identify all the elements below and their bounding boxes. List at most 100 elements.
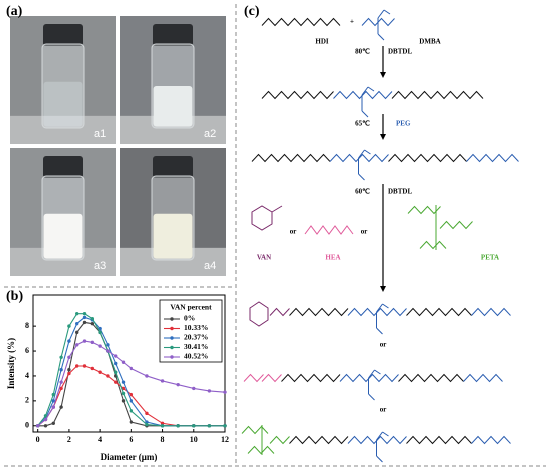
vial-cap bbox=[153, 156, 193, 178]
legend-title: VAN percent bbox=[170, 303, 212, 312]
data-point bbox=[67, 355, 71, 359]
vial-glass bbox=[41, 43, 85, 129]
arrow-head bbox=[380, 72, 386, 78]
legend-label: 30.41% bbox=[184, 342, 208, 351]
legend-label: 40.52% bbox=[184, 352, 208, 361]
x-axis-label: Diameter (μm) bbox=[101, 452, 158, 462]
scheme-text: or bbox=[380, 341, 387, 349]
bond bbox=[439, 220, 473, 230]
data-point bbox=[121, 391, 126, 396]
data-point bbox=[82, 339, 87, 343]
data-point bbox=[121, 399, 126, 403]
bond bbox=[377, 33, 385, 41]
photo-panel: a1 a2 a3 a4 bbox=[10, 16, 226, 276]
x-tick-label: 8 bbox=[161, 435, 165, 444]
panel-label: (c) bbox=[244, 4, 260, 19]
vial-liquid bbox=[43, 81, 83, 127]
data-point bbox=[121, 360, 126, 364]
bond bbox=[333, 90, 393, 100]
scheme-text: DBTDL bbox=[388, 48, 412, 56]
data-point bbox=[82, 315, 87, 320]
y-tick-label: 2 bbox=[25, 396, 29, 405]
scheme-text: 60℃ bbox=[355, 188, 370, 196]
data-point bbox=[223, 390, 227, 394]
legend-marker bbox=[170, 326, 174, 331]
bond bbox=[329, 153, 389, 163]
bond bbox=[251, 153, 331, 163]
data-point bbox=[75, 321, 79, 326]
data-point bbox=[59, 386, 63, 391]
data-point bbox=[176, 382, 180, 387]
bond bbox=[376, 327, 383, 335]
scheme-text: HEA bbox=[325, 254, 340, 262]
data-point bbox=[114, 361, 118, 366]
data-point bbox=[75, 343, 79, 347]
scheme-text: HDI bbox=[315, 38, 329, 46]
data-point bbox=[43, 414, 48, 418]
bond bbox=[289, 435, 349, 445]
y-tick-label: 6 bbox=[25, 346, 29, 355]
scheme-text: PEG bbox=[396, 120, 411, 128]
scheme-text: VAN bbox=[257, 254, 271, 262]
arrow-head bbox=[380, 134, 386, 140]
legend-marker bbox=[170, 317, 174, 321]
data-point bbox=[67, 368, 71, 372]
data-point bbox=[114, 354, 118, 358]
arrow-head bbox=[380, 286, 386, 292]
scheme-text: or bbox=[290, 228, 297, 236]
bond bbox=[376, 455, 383, 463]
plus: + bbox=[350, 18, 354, 26]
scheme-text: 80℃ bbox=[355, 48, 370, 56]
vial-cap bbox=[43, 24, 83, 46]
photo-label: a4 bbox=[204, 260, 216, 272]
vial-cap bbox=[43, 156, 83, 178]
table bbox=[10, 115, 116, 144]
x-tick-label: 10 bbox=[190, 435, 198, 444]
bond bbox=[243, 373, 264, 383]
data-point bbox=[160, 424, 165, 428]
data-point bbox=[114, 370, 118, 374]
data-point bbox=[145, 420, 149, 424]
bond bbox=[398, 373, 464, 383]
data-point bbox=[82, 311, 87, 316]
bond bbox=[367, 86, 375, 92]
panel-label: (a) bbox=[6, 4, 23, 19]
legend-label: 0% bbox=[184, 314, 195, 323]
bond bbox=[376, 303, 383, 313]
data-point bbox=[106, 343, 110, 347]
data-point bbox=[106, 374, 110, 378]
bond bbox=[347, 435, 407, 445]
bond bbox=[261, 373, 282, 383]
data-point bbox=[59, 380, 63, 384]
legend-marker bbox=[170, 336, 174, 340]
legend-label: 10.33% bbox=[184, 323, 208, 332]
bond bbox=[471, 307, 511, 317]
data-point bbox=[106, 349, 110, 353]
vial-cap bbox=[153, 24, 193, 46]
data-point bbox=[114, 380, 118, 384]
bond bbox=[269, 307, 290, 317]
vial-liquid bbox=[153, 213, 193, 259]
data-point bbox=[121, 380, 126, 384]
bond bbox=[358, 149, 365, 159]
data-point bbox=[98, 330, 102, 335]
bond bbox=[358, 173, 365, 181]
bond bbox=[391, 90, 484, 100]
data-point bbox=[121, 386, 126, 391]
legend-marker bbox=[170, 345, 174, 350]
data-point bbox=[98, 370, 102, 374]
data-point bbox=[67, 324, 71, 328]
bond bbox=[406, 435, 472, 445]
x-tick-label: 0 bbox=[36, 435, 40, 444]
data-point bbox=[145, 374, 149, 378]
data-point bbox=[35, 424, 40, 428]
bond bbox=[388, 153, 467, 163]
bond bbox=[364, 149, 371, 155]
bond bbox=[419, 240, 447, 250]
bond bbox=[281, 373, 341, 383]
data-point bbox=[82, 364, 87, 368]
ring bbox=[251, 205, 273, 231]
bond bbox=[304, 225, 354, 235]
